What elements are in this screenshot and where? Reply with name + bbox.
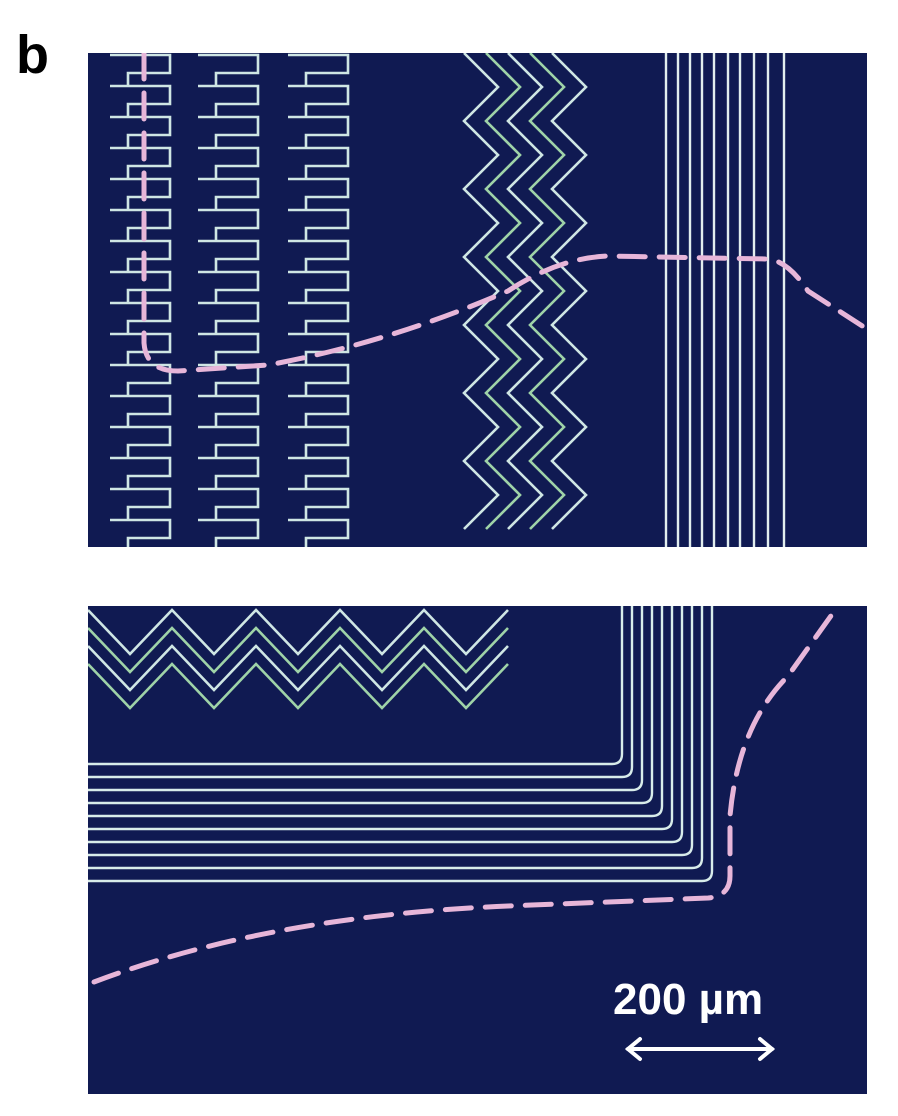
top-micrograph bbox=[88, 53, 867, 547]
bent-trace bbox=[88, 606, 654, 805]
bent-trace bbox=[88, 606, 674, 831]
bent-trace bbox=[88, 606, 644, 792]
fold-line bbox=[91, 606, 841, 985]
scale-bar-arrow bbox=[624, 1037, 776, 1061]
bent-trace bbox=[88, 606, 694, 857]
bottom-micrograph bbox=[88, 606, 867, 1094]
bent-traces bbox=[88, 606, 714, 883]
panel-label: b bbox=[16, 25, 49, 85]
zigzag-trace bbox=[88, 662, 509, 710]
serpentine-trace bbox=[198, 53, 260, 547]
bent-trace bbox=[88, 606, 624, 766]
bent-trace bbox=[88, 606, 714, 883]
bent-trace bbox=[88, 606, 664, 818]
fold-line bbox=[141, 53, 867, 374]
bent-trace bbox=[88, 606, 684, 844]
zigzag-trace bbox=[88, 644, 509, 692]
zigzag-trace bbox=[484, 53, 522, 530]
straight-traces bbox=[664, 53, 786, 547]
zigzag-trace bbox=[462, 53, 500, 530]
serpentine-traces bbox=[110, 53, 350, 547]
scale-bar-label: 200 µm bbox=[613, 975, 764, 1024]
zigzag-trace bbox=[88, 608, 509, 656]
zigzag-traces bbox=[462, 53, 588, 530]
zigzag-trace bbox=[528, 53, 566, 530]
zigzag-trace bbox=[550, 53, 588, 530]
zigzag-trace bbox=[506, 53, 544, 530]
bent-trace bbox=[88, 606, 704, 870]
serpentine-trace bbox=[110, 53, 172, 547]
zigzag-trace bbox=[88, 626, 509, 674]
zigzag-traces bbox=[88, 608, 509, 710]
serpentine-trace bbox=[288, 53, 350, 547]
bent-trace bbox=[88, 606, 634, 779]
